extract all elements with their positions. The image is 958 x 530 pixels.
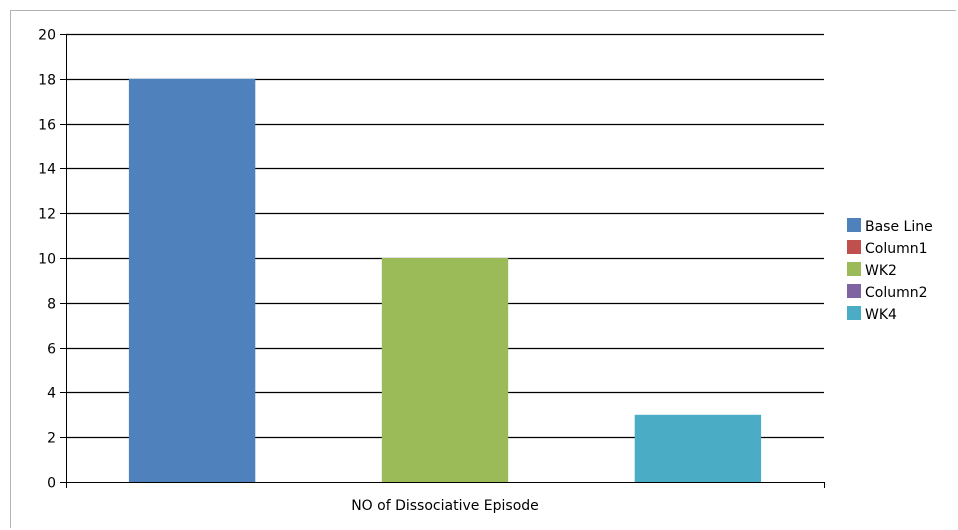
- y-tick-label-16: 16: [38, 118, 56, 134]
- axes: [66, 34, 825, 488]
- y-tick-label-10: 10: [38, 252, 56, 268]
- bars: [128, 78, 762, 483]
- y-tick-label-0: 0: [47, 476, 56, 492]
- legend-label-wk4: WK4: [865, 307, 897, 323]
- legend-label-base-line: Base Line: [865, 219, 933, 235]
- legend-swatch-wk2: [847, 262, 861, 276]
- legend-swatch-column1: [847, 240, 861, 254]
- bar-wk2: [381, 258, 509, 482]
- legend-swatch-column2: [847, 284, 861, 298]
- legend-label-column1: Column1: [865, 241, 928, 257]
- legend-swatch-base-line: [847, 218, 861, 232]
- y-tick-label-8: 8: [47, 297, 56, 313]
- legend-label-column2: Column2: [865, 285, 928, 301]
- y-ticks: 0 2 4 6 8 10 12 14 16 18 20: [38, 28, 66, 492]
- y-tick-label-2: 2: [47, 431, 56, 447]
- legend-swatch-wk4: [847, 306, 861, 320]
- y-tick-label-4: 4: [47, 386, 56, 402]
- y-tick-label-6: 6: [47, 342, 56, 358]
- x-categories: NO of Dissociative Episode: [351, 498, 539, 514]
- bar-base-line: [128, 78, 256, 483]
- bar-wk4: [634, 414, 762, 482]
- y-tick-label-14: 14: [38, 162, 56, 178]
- x-category-label: NO of Dissociative Episode: [351, 498, 539, 514]
- legend: Base Line Column1 WK2 Column2 WK4: [847, 218, 933, 323]
- y-tick-label-20: 20: [38, 28, 56, 44]
- y-tick-label-18: 18: [38, 73, 56, 89]
- chart-frame: [10, 10, 956, 528]
- y-tick-label-12: 12: [38, 207, 56, 223]
- legend-label-wk2: WK2: [865, 263, 897, 279]
